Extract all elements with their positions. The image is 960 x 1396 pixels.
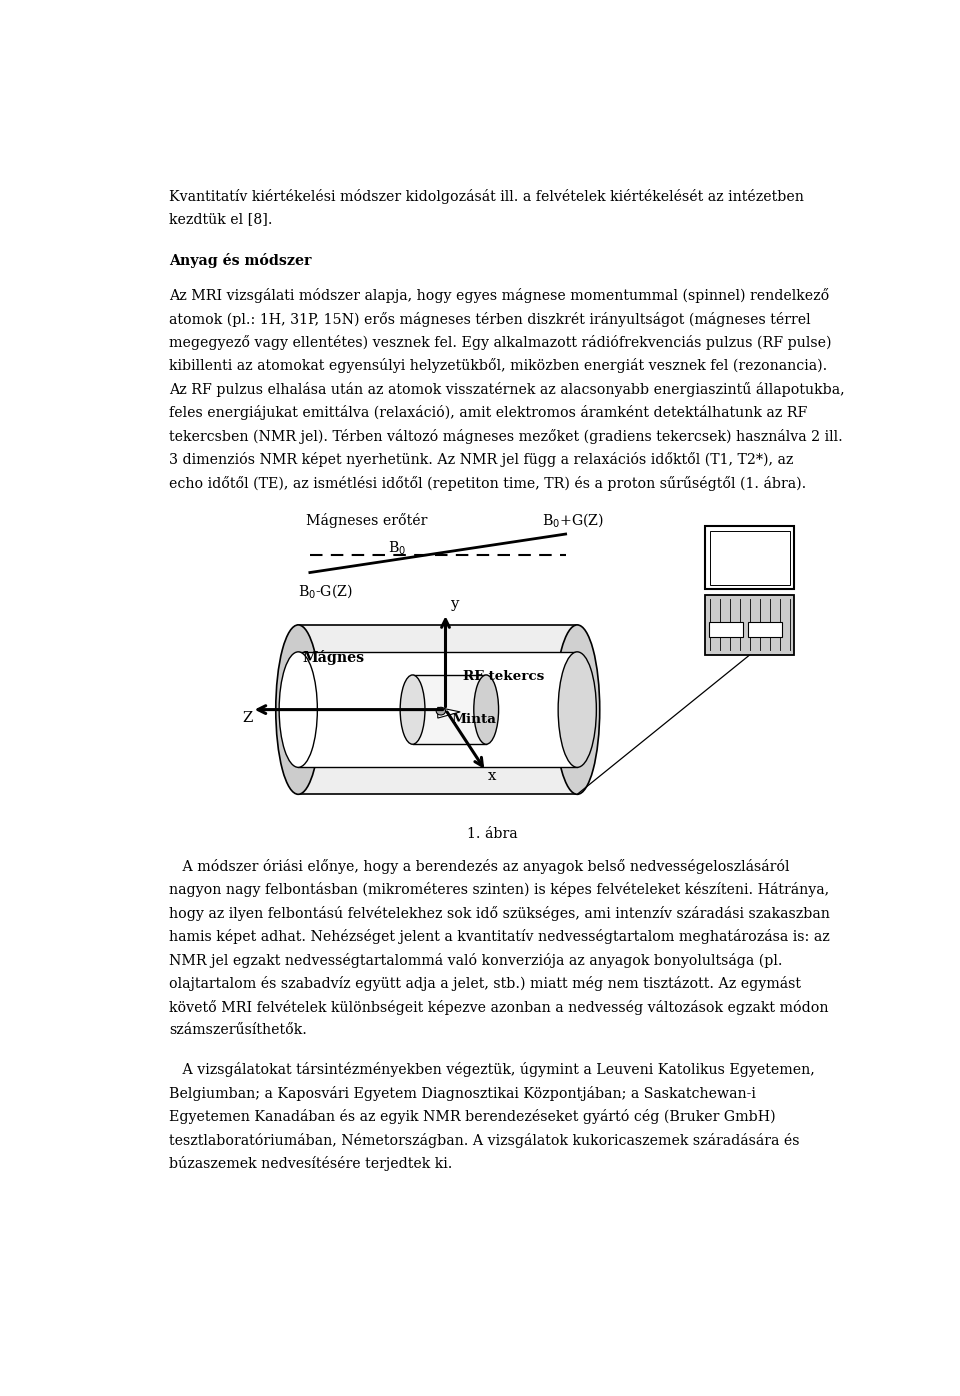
Text: RF tekercs: RF tekercs <box>464 670 544 683</box>
Text: feles energiájukat emittálva (relaxáció), amit elektromos áramként detektálhatun: feles energiájukat emittálva (relaxáció)… <box>169 405 807 420</box>
Bar <box>706 595 794 655</box>
Text: kezdtük el [8].: kezdtük el [8]. <box>169 212 273 226</box>
Text: Kvantitatív kiértékelési módszer kidolgozását ill. a felvételek kiértékelését az: Kvantitatív kiértékelési módszer kidolgo… <box>169 188 804 204</box>
Bar <box>748 621 781 637</box>
Text: Minta: Minta <box>451 713 496 726</box>
Text: Belgiumban; a Kaposvári Egyetem Diagnosztikai Központjában; a Saskatchewan-i: Belgiumban; a Kaposvári Egyetem Diagnosz… <box>169 1086 756 1100</box>
Text: búzaszemek nedvesítésére terjedtek ki.: búzaszemek nedvesítésére terjedtek ki. <box>169 1156 452 1171</box>
Text: B$_0$-G(Z): B$_0$-G(Z) <box>299 582 353 600</box>
Text: követő MRI felvételek különbségeit képezve azonban a nedvesség változások egzakt: követő MRI felvételek különbségeit képez… <box>169 1000 828 1015</box>
Polygon shape <box>413 674 486 744</box>
Polygon shape <box>299 625 577 794</box>
Text: Mágneses erőtér: Mágneses erőtér <box>306 512 427 528</box>
Ellipse shape <box>558 652 596 768</box>
Ellipse shape <box>555 625 600 794</box>
Text: y: y <box>450 597 459 611</box>
Text: Mágnes: Mágnes <box>302 651 364 664</box>
Text: Z: Z <box>243 711 252 725</box>
Text: 1. ábra: 1. ábra <box>467 826 517 840</box>
Text: tesztlaboratóriumában, Németországban. A vizsgálatok kukoricaszemek száradására : tesztlaboratóriumában, Németországban. A… <box>169 1132 800 1148</box>
Text: kibillenti az atomokat egyensúlyi helyzetükből, miközben energiát vesznek fel (r: kibillenti az atomokat egyensúlyi helyze… <box>169 359 828 374</box>
Text: tekercsben (NMR jel). Térben változó mágneses mezőket (gradiens tekercsek) haszn: tekercsben (NMR jel). Térben változó mág… <box>169 429 843 444</box>
Text: 3 dimenziós NMR képet nyerhetünk. Az NMR jel függ a relaxációs időktől (T1, T2*): 3 dimenziós NMR képet nyerhetünk. Az NMR… <box>169 452 793 468</box>
Text: hogy az ilyen felbontású felvételekhez sok idő szükséges, ami intenzív száradási: hogy az ilyen felbontású felvételekhez s… <box>169 906 829 921</box>
Text: megegyező vagy ellentétes) vesznek fel. Egy alkalmazott rádiófrekvenciás pulzus : megegyező vagy ellentétes) vesznek fel. … <box>169 335 831 350</box>
Ellipse shape <box>276 625 321 794</box>
Ellipse shape <box>279 652 318 768</box>
Text: olajtartalom és szabadvíz együtt adja a jelet, stb.) miatt még nem tisztázott. A: olajtartalom és szabadvíz együtt adja a … <box>169 976 801 991</box>
Text: nagyon nagy felbontásban (mikrométeres szinten) is képes felvételeket készíteni.: nagyon nagy felbontásban (mikrométeres s… <box>169 882 828 898</box>
Text: B$_0$: B$_0$ <box>388 539 406 557</box>
Ellipse shape <box>436 708 445 715</box>
Text: x: x <box>488 769 495 783</box>
Polygon shape <box>438 708 460 718</box>
Text: Egyetemen Kanadában és az egyik NMR berendezéseket gyártó cég (Bruker GmbH): Egyetemen Kanadában és az egyik NMR bere… <box>169 1110 776 1124</box>
Text: NMR jel egzakt nedvességtartalommá való konverziója az anyagok bonyolultsága (pl: NMR jel egzakt nedvességtartalommá való … <box>169 953 782 967</box>
Text: A módszer óriási előnye, hogy a berendezés az anyagok belső nedvességeloszlásáró: A módszer óriási előnye, hogy a berendez… <box>169 859 789 874</box>
Text: echo időtől (TE), az ismétlési időtől (repetiton time, TR) és a proton sűrűségtő: echo időtől (TE), az ismétlési időtől (r… <box>169 476 806 491</box>
Ellipse shape <box>474 674 498 744</box>
Bar <box>709 530 789 585</box>
Text: B$_0$+G(Z): B$_0$+G(Z) <box>542 511 605 529</box>
Text: Az RF pulzus elhalása után az atomok visszatérnek az alacsonyabb energiaszintű á: Az RF pulzus elhalása után az atomok vis… <box>169 383 845 396</box>
Text: számszerűsíthetők.: számszerűsíthetők. <box>169 1023 306 1037</box>
Text: Anyag és módszer: Anyag és módszer <box>169 253 311 268</box>
Bar <box>706 526 794 589</box>
Ellipse shape <box>400 674 425 744</box>
Text: hamis képet adhat. Nehézséget jelent a kvantitatív nedvességtartalom meghatározá: hamis képet adhat. Nehézséget jelent a k… <box>169 930 829 945</box>
Polygon shape <box>299 652 577 768</box>
Text: Az MRI vizsgálati módszer alapja, hogy egyes mágnese momentummal (spinnel) rende: Az MRI vizsgálati módszer alapja, hogy e… <box>169 288 829 303</box>
Bar <box>709 621 743 637</box>
Text: A vizsgálatokat társintézményekben végeztük, úgymint a Leuveni Katolikus Egyetem: A vizsgálatokat társintézményekben végez… <box>169 1062 815 1078</box>
Text: atomok (pl.: 1H, 31P, 15N) erős mágneses térben diszkrét irányultságot (mágneses: atomok (pl.: 1H, 31P, 15N) erős mágneses… <box>169 311 810 327</box>
